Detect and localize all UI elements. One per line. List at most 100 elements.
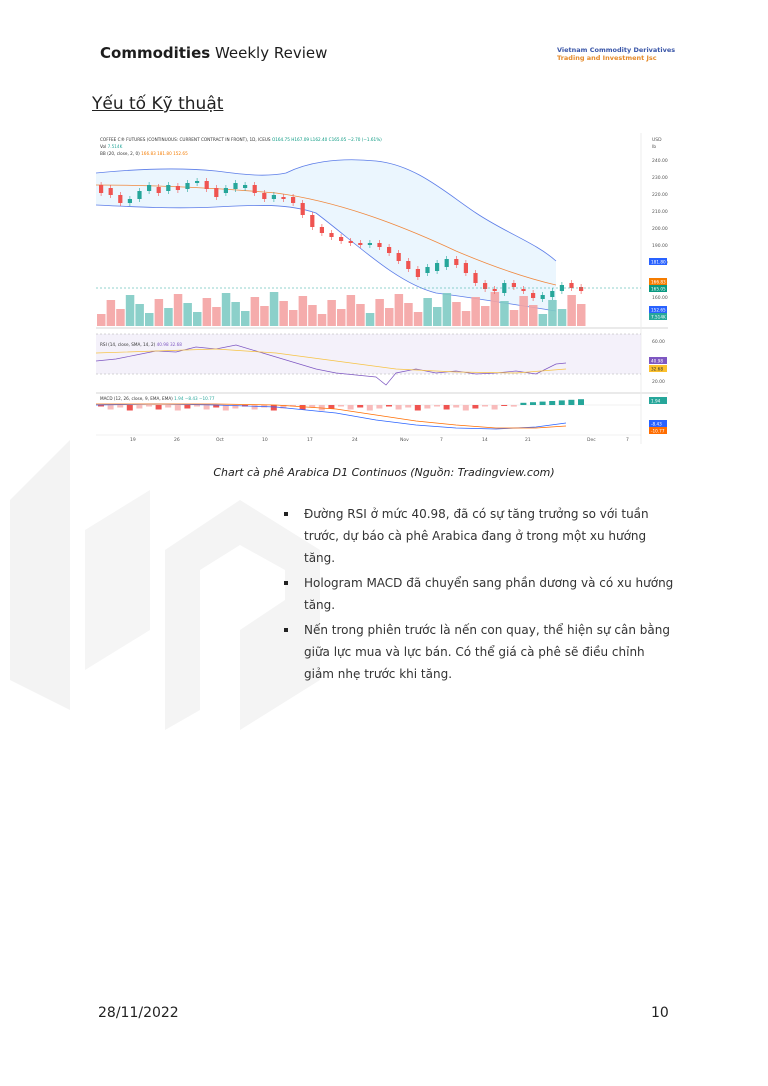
volume-bar [481,306,490,326]
candle-body [252,185,257,193]
coffee-price-chart: COFFEE C® FUTURES (CONTINUOUS: CURRENT C… [95,133,668,444]
candle-body [195,181,200,183]
candle-body [156,187,161,193]
candle-body [108,188,113,195]
macd-hist-bar [520,402,527,405]
macd-signal-line [96,403,567,429]
candle-body [367,243,372,245]
volume-bar [365,313,375,326]
bullet-square-icon [284,628,288,632]
macd-hist-bar [98,405,104,407]
macd-hist-bar [395,405,402,410]
chart-caption: Chart cà phê Arabica D1 Continuos (Nguồn… [213,466,555,479]
candle-body [137,191,142,199]
candle-body [339,237,344,241]
volume-bar [317,314,327,326]
price-tick: 230.00 [652,175,668,181]
candle-body [271,195,276,199]
candle-body [233,183,238,189]
rsi-values: 40.98 32.68 [157,342,183,347]
candle-body [214,188,219,197]
macd-hist-bar [203,405,210,410]
bullet-square-icon [284,581,288,585]
candle-body [521,289,526,291]
macd-hist-bar [136,405,143,409]
rsi-sma-line [95,348,567,374]
macd-hist-bar [510,405,517,407]
chart-legend-main: COFFEE C® FUTURES (CONTINUOUS: CURRENT C… [100,137,271,142]
x-tick: 21 [525,437,531,443]
price-tick: 190.00 [652,243,668,249]
macd-hist-bar [424,405,431,409]
candle-body [291,197,296,203]
volume-bar [567,295,576,326]
volume-bars [97,292,586,326]
price-tag-bb-upper: 181.80 [651,260,666,265]
volume-bar [97,314,106,326]
macd-hist-tag: 1.94 [651,399,661,404]
bb-label: BB (20, close, 2, 0) [100,151,140,156]
volume-bar [154,299,164,326]
macd-hist-bar [578,399,584,405]
candle-body [166,185,171,191]
macd-hist-bar [155,405,162,410]
bullet-list: Đường RSI ở mức 40.98, đã có sự tăng trư… [282,503,677,688]
x-tick: 10 [262,437,268,443]
candle-body [579,287,584,291]
macd-hist-bar [117,405,124,408]
vol-value: 7.514K [108,144,123,149]
svg-text:COFFEE C® FUTURES (CONTINUOUS:: COFFEE C® FUTURES (CONTINUOUS: CURRENT C… [100,137,382,142]
macd-hist-bar [280,405,287,409]
volume-bar [385,308,394,326]
volume-bar [212,307,221,326]
candle-body [387,247,392,253]
candle-body [406,261,411,269]
volume-bar [356,304,365,326]
macd-hist-bar [568,399,575,405]
volume-bar [346,295,356,326]
candle-body [319,227,324,233]
volume-bar [173,294,183,326]
bb-values: 166.83 181.80 152.65 [141,151,188,156]
macd-hist-bar [501,405,508,406]
macd-hist-bar [347,405,354,410]
price-tick: 220.00 [652,192,668,198]
volume-bar [279,301,288,326]
candle-body [310,215,315,227]
volume-bar [519,296,528,326]
macd-hist-bar [194,405,200,407]
x-tick: Nov [400,437,409,443]
volume-bar [260,306,269,326]
x-tick: 24 [352,437,358,443]
macd-hist-bar [184,405,191,409]
volume-bar [308,305,317,326]
bullet-text: Đường RSI ở mức 40.98, đã có sự tăng trư… [304,507,649,565]
header-title: Commodities Weekly Review [100,44,327,62]
candle-body [473,273,478,283]
unit-label: lb [652,144,656,150]
volume-bar [577,304,586,326]
bullet-text: Nến trong phiên trước là nến con quay, t… [304,623,670,681]
macd-hist-bar [462,405,469,411]
footer-date: 28/11/2022 [98,1005,179,1021]
volume-bar [145,313,154,326]
candle-body [531,293,536,298]
bollinger-band-fill [96,159,556,311]
candle-body [127,199,132,203]
price-tick: 240.00 [652,158,668,164]
svg-text:Vol 7.514K: Vol 7.514K [100,144,123,149]
candle-body [569,283,574,288]
macd-signal-tag: -10.77 [651,429,665,434]
candle-body [348,241,353,243]
volume-bar [125,295,135,326]
volume-bar [164,308,173,326]
volume-bar [404,303,413,326]
company-line2: Trading and Investment Jsc [557,54,657,62]
macd-hist-bar [434,405,440,407]
x-tick: 19 [130,437,136,443]
volume-bar [183,303,192,326]
candle-body [300,203,305,215]
volume-bar [452,302,461,326]
macd-values: 1.94 −8.43 −10.77 [174,396,215,401]
candle-body [435,263,440,271]
